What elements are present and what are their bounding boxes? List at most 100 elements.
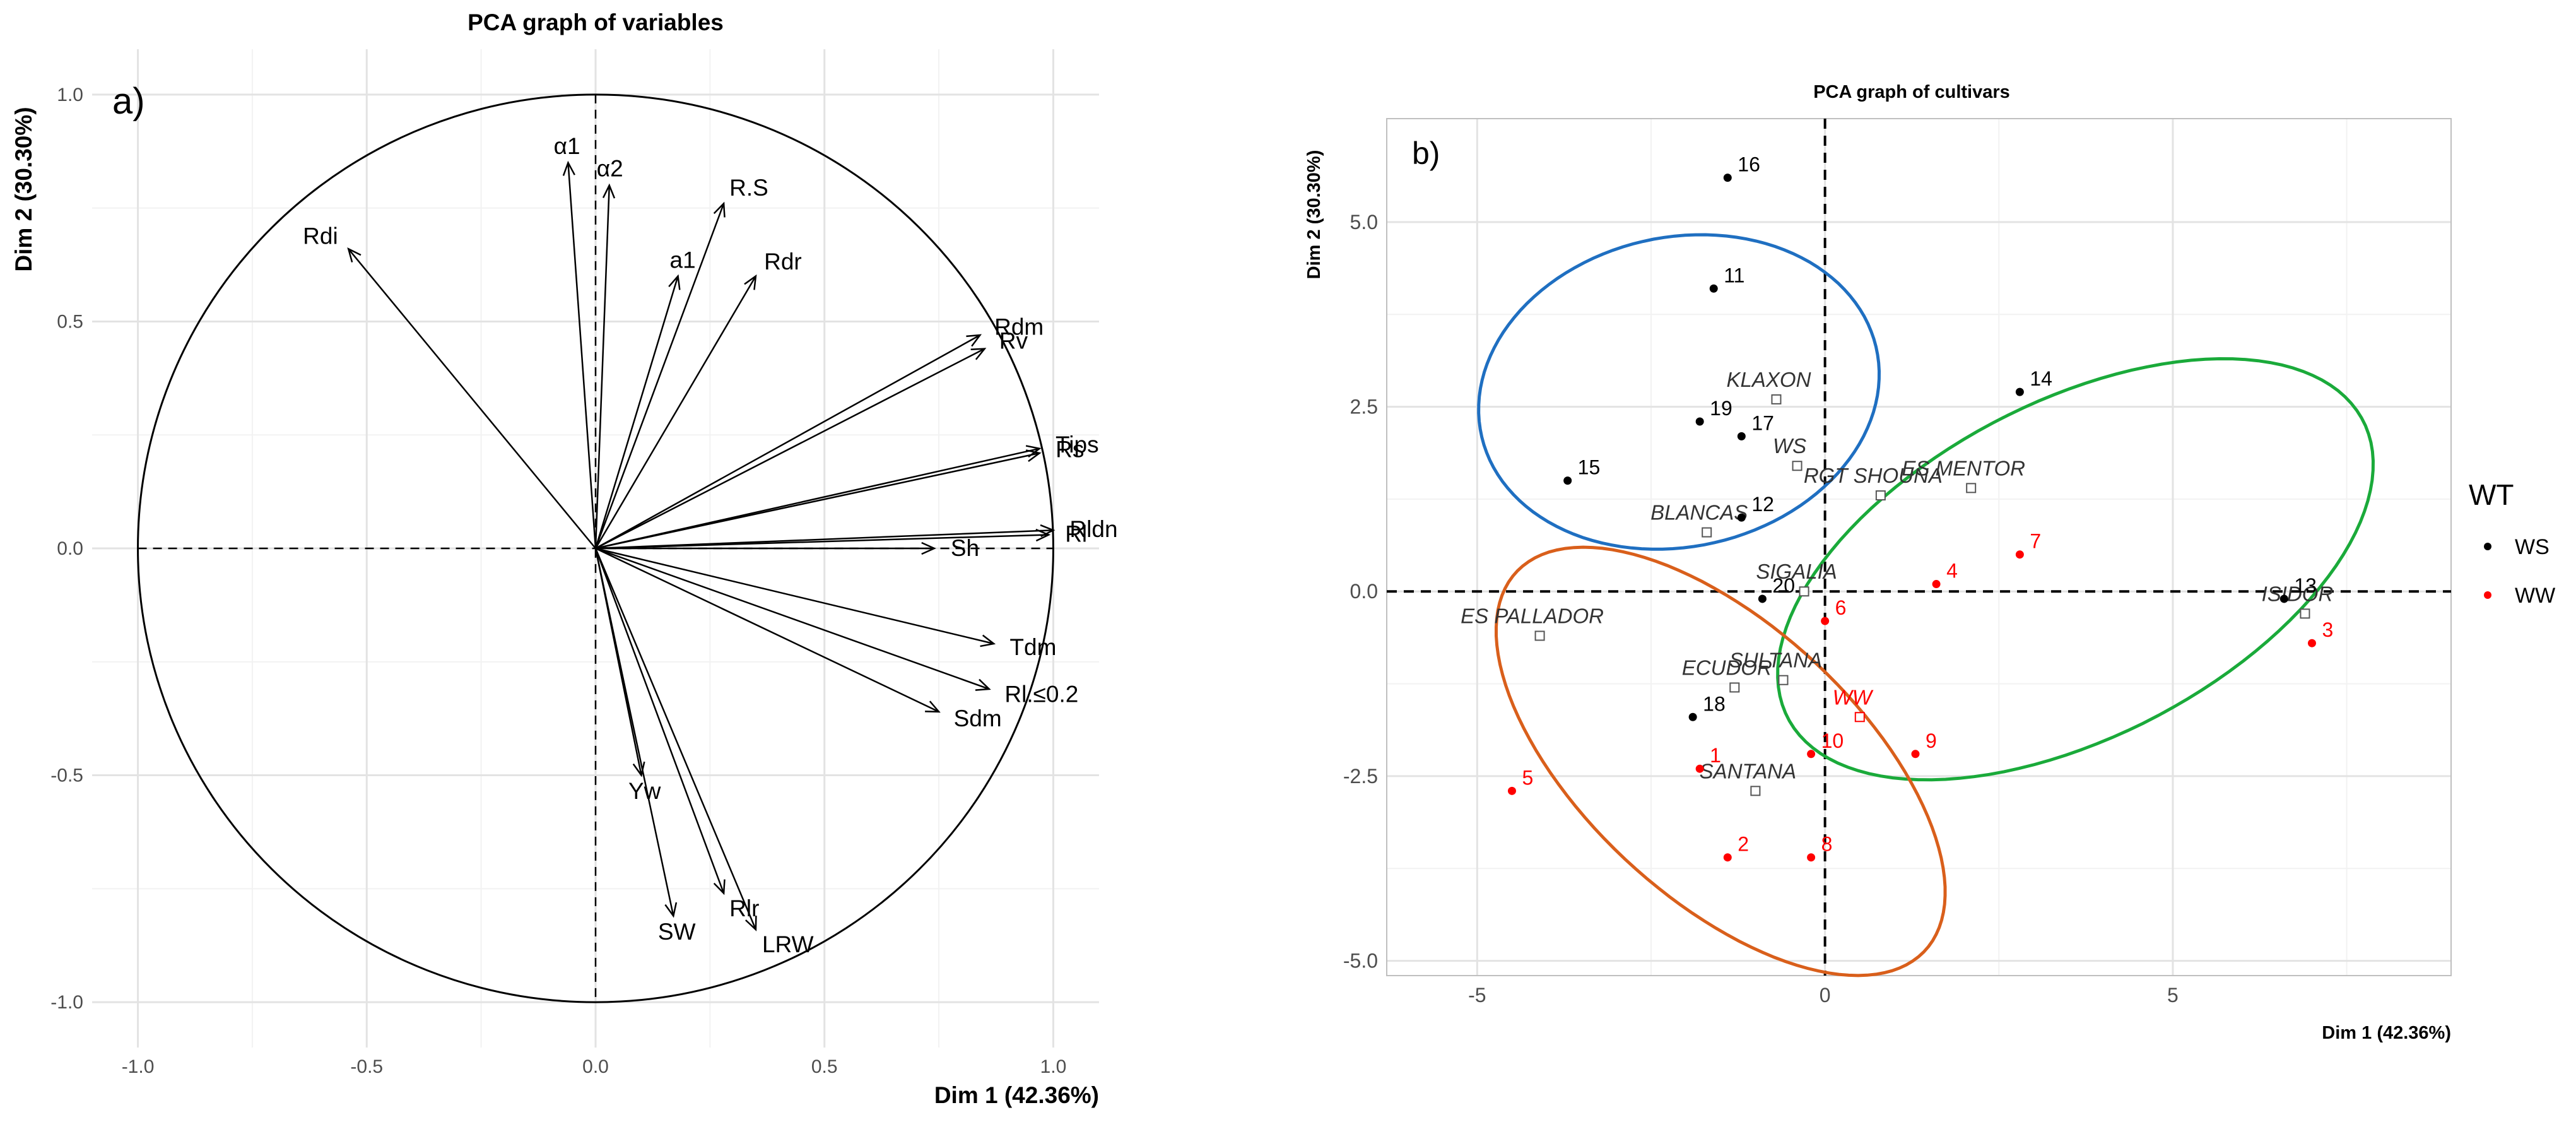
legend-item-ws: WS (2484, 535, 2550, 559)
cultivar-ww: WW (1833, 685, 1874, 723)
point-19: 19 (1695, 397, 1732, 426)
vector-label: Sdm (954, 706, 1002, 731)
point-12: 12 (1737, 493, 1774, 522)
point-marker (1932, 580, 1941, 589)
point-13: 13 (2279, 574, 2317, 603)
vector-label: Rs (1056, 437, 1084, 463)
point-marker (2015, 387, 2024, 396)
point-label: 9 (1926, 729, 1937, 752)
point-7: 7 (2015, 530, 2041, 559)
vector-1: α1 (554, 133, 597, 549)
point-marker (1723, 174, 1732, 182)
cultivar-marker (1875, 490, 1886, 501)
cultivar-marker (1966, 483, 1977, 493)
point-label: 19 (1710, 397, 1732, 420)
cultivar-marker (1702, 527, 1712, 538)
x-tick-label: 5 (2167, 984, 2179, 1007)
cultivar-sigalia: SIGALIA (1756, 560, 1837, 597)
vector-label: Rlr (729, 895, 759, 921)
vector-label: Sh (951, 535, 979, 561)
point-label: 2 (1738, 833, 1749, 856)
point-marker (1563, 476, 1572, 485)
point-label: 20 (1772, 574, 1795, 597)
cultivar-es-pallador: ES PALLADOR (1461, 604, 1604, 641)
x-tick-label: 1.0 (1040, 1056, 1067, 1077)
panel-a-tick-labels: -1.0 -0.5 0.0 0.5 1.0 -1.0 -0.5 0.0 0.5 1.0 (50, 85, 1066, 1077)
y-tick-label: 2.5 (1350, 396, 1378, 418)
point-marker (1911, 750, 1920, 759)
ellipse-blue (1477, 233, 1881, 551)
point-marker (1737, 513, 1746, 522)
point-label: 18 (1703, 692, 1726, 715)
point-11: 11 (1709, 264, 1744, 293)
point-label: 5 (1522, 766, 1533, 789)
vector-label: Rdr (764, 249, 802, 275)
y-tick-label: 0.0 (1350, 580, 1378, 603)
point-marker (2279, 594, 2288, 603)
cultivar-label: BLANCAS (1650, 501, 1748, 524)
panel-a-title: PCA graph of variables (468, 9, 724, 35)
x-tick-label: 0.0 (582, 1056, 609, 1077)
point-label: 12 (1751, 493, 1774, 516)
vector-tdm: Tdm (595, 547, 1056, 660)
vector-rl-0-2: Rl.≤0.2 (595, 547, 1078, 707)
vector-sh: Sh (596, 535, 979, 561)
panel-a-y-axis-label: Dim 2 (30.30%) (11, 107, 37, 271)
vector-label: LRW (762, 931, 814, 957)
point-14: 14 (2015, 367, 2052, 396)
y-tick-label: -2.5 (1343, 765, 1378, 788)
cultivar-label: ISIDOR (2262, 582, 2334, 605)
x-tick-label: 0.5 (811, 1056, 838, 1077)
y-tick-label: 1.0 (57, 85, 83, 105)
vector-rdm: Rdm (595, 314, 1044, 550)
point-15: 15 (1563, 456, 1600, 485)
cultivar-marker (1778, 675, 1789, 685)
cultivar-marker (1792, 461, 1803, 471)
cultivar-label: SULTANA (1729, 649, 1822, 672)
vector-2: α2 (594, 156, 623, 549)
cultivar-marker (2300, 608, 2310, 619)
cultivar-marker (1854, 712, 1865, 723)
point-marker (2015, 550, 2024, 559)
y-tick-label: 5.0 (1350, 211, 1378, 233)
vector-sw: SW (594, 548, 696, 945)
cultivar-rgt-shouna: RGT SHOUNA (1804, 464, 1943, 501)
point-16: 16 (1723, 153, 1760, 182)
x-tick-label: -5 (1468, 984, 1486, 1007)
cultivar-marker (1771, 394, 1782, 405)
vector-label: Rdm (994, 314, 1044, 340)
x-tick-label: 0 (1820, 984, 1831, 1007)
point-17: 17 (1737, 411, 1774, 440)
panel-b-confidence-ellipses (1477, 233, 2375, 977)
point-label: 14 (2030, 367, 2052, 390)
point-label: 6 (1835, 596, 1847, 619)
cultivar-label: SIGALIA (1756, 560, 1837, 583)
cultivar-es-mentor: ES MENTOR (1902, 456, 2025, 493)
vector-lrw: LRW (594, 548, 814, 957)
point-marker (1737, 432, 1746, 440)
point-label: 15 (1578, 456, 1601, 479)
point-8: 8 (1807, 833, 1832, 862)
point-label: 16 (1738, 153, 1760, 176)
vector-label: R.S (729, 175, 768, 201)
vector-label: Tips (1056, 432, 1099, 458)
cultivar-marker (1729, 682, 1740, 693)
cultivar-label: WW (1833, 685, 1874, 709)
point-label: 3 (2322, 618, 2333, 641)
cultivar-sultana: SULTANA (1729, 649, 1822, 685)
cultivar-label: SANTANA (1700, 759, 1796, 782)
cultivar-label: ES PALLADOR (1461, 604, 1604, 627)
panel-b-tick-labels: -5 0 5 -5.0 -2.5 0.0 2.5 5.0 (1343, 211, 2179, 1007)
y-tick-label: 0.5 (57, 311, 83, 332)
vector-a1: a1 (594, 247, 696, 549)
vector-r-s: R.S (594, 175, 768, 549)
cultivar-label: ECUDOR (1682, 656, 1772, 679)
cultivar-marker (1534, 630, 1545, 641)
panel-a-unit-circle (137, 93, 1054, 1003)
cultivar-label: WS (1773, 434, 1806, 458)
legend-title: WT (2469, 478, 2514, 511)
vector-rs: Rs (595, 437, 1084, 550)
